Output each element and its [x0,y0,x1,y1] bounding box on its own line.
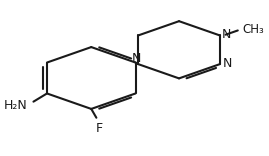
Text: N: N [223,57,232,70]
Text: CH₃: CH₃ [242,23,264,36]
Text: N: N [132,52,141,65]
Text: F: F [95,122,102,135]
Text: N: N [222,28,231,41]
Text: H₂N: H₂N [4,99,28,112]
